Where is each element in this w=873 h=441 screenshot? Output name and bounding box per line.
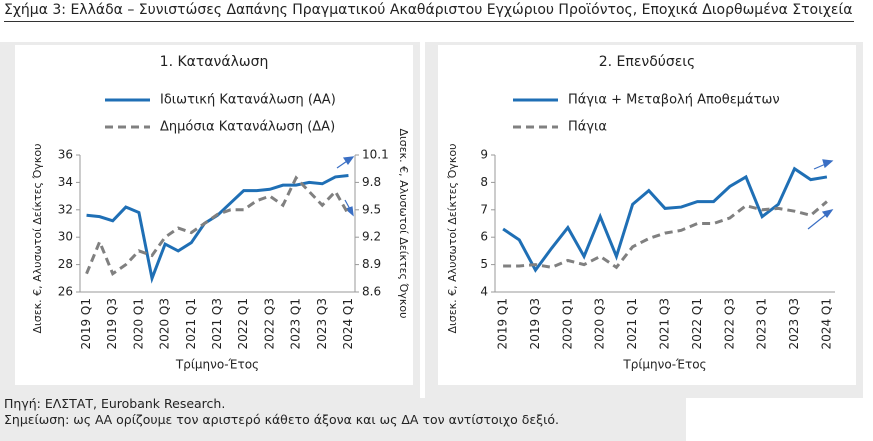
y-tick-label: 32 [58, 202, 73, 216]
series-line [85, 175, 350, 277]
legend-label: Δημόσια Κατανάλωση (ΔΑ) [160, 120, 335, 135]
arrow [807, 159, 834, 230]
arrow [336, 156, 355, 217]
y2-tick-label: 8.9 [362, 257, 381, 271]
figure-title: Σχήμα 3: Ελλάδα – Συνιστώσες Δαπάνης Πρα… [4, 2, 854, 22]
x-tick-label: 2019 Q1 [79, 298, 93, 349]
x-tick-label: 2022 Q3 [722, 298, 736, 349]
x-tick-label: 2021 Q1 [184, 298, 198, 349]
series-line [503, 200, 828, 270]
x-tick-label: 2023 Q1 [755, 298, 769, 349]
x-tick-label: 2020 Q3 [593, 298, 607, 349]
y2-tick-label: 8.6 [362, 285, 381, 299]
y-tick-label: 9 [480, 148, 488, 162]
x-tick-label: 2020 Q3 [158, 298, 172, 349]
series-line [502, 166, 828, 273]
y2-tick-label: 9.2 [362, 230, 381, 244]
y-axis-label: Δισεκ. €, Αλυσωτοί Δείκτες Όγκου [446, 143, 459, 333]
x-tick-label: 2021 Q1 [625, 298, 639, 349]
y-tick-label: 36 [58, 148, 73, 162]
x-tick-label: 2021 Q3 [658, 298, 672, 349]
x-tick-label: 2020 Q1 [560, 298, 574, 349]
y-tick-label: 7 [480, 202, 488, 216]
x-tick-label: 2023 Q3 [315, 298, 329, 349]
y-tick-label: 6 [480, 230, 488, 244]
x-tick-label: 2019 Q1 [496, 298, 510, 349]
y-tick-label: 8 [480, 175, 488, 189]
x-tick-label: 2022 Q1 [236, 298, 250, 349]
x-tick-label: 2021 Q3 [210, 298, 224, 349]
x-tick-label: 2023 Q1 [289, 298, 303, 349]
x-tick-label: 2024 Q1 [819, 298, 833, 349]
y-tick-label: 34 [58, 175, 73, 189]
x-axis-label: Τρίμηνο-Έτος [175, 358, 259, 372]
legend-label: Πάγια [568, 120, 607, 135]
y2-tick-label: 10.1 [362, 148, 389, 162]
x-axis-label: Τρίμηνο-Έτος [622, 358, 706, 372]
x-tick-label: 2022 Q1 [690, 298, 704, 349]
y-tick-label: 30 [58, 230, 73, 244]
chart-panel [438, 45, 856, 385]
y-axis-label: Δισεκ. €, Αλυσωτοί Δείκτες Όγκου [31, 143, 44, 333]
chart: 1. Κατανάλωση Ιδιωτική Κατανάλωση (ΑΑ) Δημ… [31, 54, 410, 372]
y-tick-label: 28 [58, 257, 73, 271]
x-tick-label: 2022 Q3 [262, 298, 276, 349]
chart-title: 1. Κατανάλωση [160, 54, 269, 70]
y2-tick-label: 9.5 [362, 202, 381, 216]
series-line [86, 174, 349, 284]
chart-title: 2. Επενδύσεις [599, 54, 696, 70]
chart: 2. Επενδύσεις Πάγια + Μεταβολή Αποθεμάτων… [446, 54, 835, 372]
legend-label: Πάγια + Μεταβολή Αποθεμάτων [568, 93, 780, 108]
note: Σημείωση: ως ΑΑ ορίζουμε τον αριστερό κά… [4, 412, 559, 427]
source: Πηγή: ΕΛΣΤΑΤ, Eurobank Research. [4, 396, 226, 411]
y-tick-label: 4 [480, 285, 488, 299]
y-tick-label: 5 [480, 257, 488, 271]
x-tick-label: 2024 Q1 [341, 298, 355, 349]
y2-tick-label: 9.8 [362, 175, 381, 189]
x-tick-label: 2020 Q1 [131, 298, 145, 349]
y2-axis-label: Δισεκ. €, Αλυσωτοί Δείκτες Όγκου [397, 128, 410, 318]
x-tick-label: 2019 Q3 [528, 298, 542, 349]
x-tick-label: 2023 Q3 [787, 298, 801, 349]
footer-bg [0, 398, 686, 441]
legend-label: Ιδιωτική Κατανάλωση (ΑΑ) [160, 93, 336, 108]
x-tick-label: 2019 Q3 [105, 298, 119, 349]
y-tick-label: 26 [58, 285, 73, 299]
